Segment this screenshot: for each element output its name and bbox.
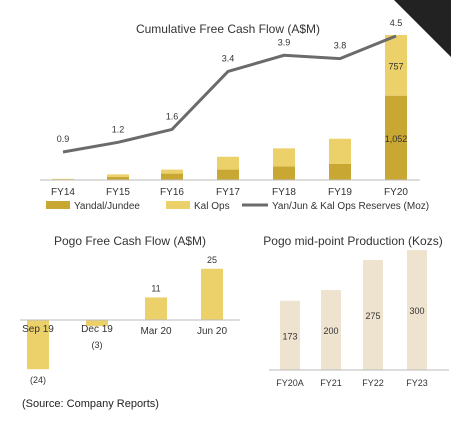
pogo-fcf-bar — [27, 320, 49, 370]
reserves-point-label: 0.9 — [57, 134, 70, 144]
reserves-line — [62, 34, 397, 154]
x-tick-label: FY18 — [272, 187, 296, 198]
pogo-fcf-value-label: 25 — [207, 255, 217, 265]
legend-label-kalops: Kal Ops — [194, 201, 230, 212]
reserves-point-label: 3.4 — [222, 53, 235, 63]
x-tick-label: FY16 — [160, 187, 184, 198]
reserves-point-label: 1.2 — [112, 124, 125, 134]
pogo-fcf-bar — [145, 297, 167, 320]
x-tick-label: FY21 — [320, 378, 342, 388]
source-note: (Source: Company Reports) — [22, 398, 159, 410]
x-tick-label: FY20A — [276, 378, 304, 388]
pogo-production-bar — [363, 260, 383, 370]
x-tick-label: Jun 20 — [197, 326, 227, 337]
corner-fold-icon — [394, 0, 451, 57]
pogo-production-bar — [407, 250, 427, 370]
x-tick-label: FY19 — [328, 187, 352, 198]
pogo-production-value-label: 300 — [409, 306, 424, 316]
bar-yandal-fy20 — [385, 95, 407, 180]
pogo-production-value-label: 173 — [282, 331, 297, 341]
pogo-fcf-value-label: (3) — [92, 340, 103, 350]
chart1-legend: Yandal/Jundee Kal Ops Yan/Jun & Kal Ops … — [46, 201, 429, 212]
pogo-fcf-bar — [201, 268, 223, 320]
reserves-point-label: 3.8 — [334, 41, 347, 51]
x-tick-label: FY22 — [362, 378, 384, 388]
legend-label-reserves: Yan/Jun & Kal Ops Reserves (Moz) — [272, 201, 429, 212]
bar-yandal-fy16 — [161, 173, 183, 180]
x-tick-label: Mar 20 — [140, 326, 172, 337]
pogo-production-bar — [321, 290, 341, 370]
bar-kalops-fy16 — [161, 169, 183, 174]
bar-yandal-fy18 — [273, 166, 295, 180]
bar-kalops-fy15 — [107, 174, 129, 177]
reserves-point-label: 3.9 — [278, 37, 291, 47]
reserves-point-label: 4.5 — [390, 18, 403, 28]
reserves-point-label: 1.6 — [166, 111, 179, 121]
legend-label-yandal: Yandal/Jundee — [74, 201, 140, 212]
chart2-title: Pogo Free Cash Flow (A$M) — [54, 234, 206, 248]
bar-kalops-fy14 — [52, 178, 74, 180]
x-tick-label: FY15 — [106, 187, 130, 198]
bar-yandal-fy15 — [107, 176, 129, 180]
bar-label-fy20-yandal: 1,052 — [385, 134, 408, 144]
x-tick-label: FY20 — [384, 187, 408, 198]
x-tick-label: FY23 — [406, 378, 428, 388]
x-tick-label: FY17 — [216, 187, 240, 198]
pogo-fcf-bar — [86, 320, 108, 327]
pogo-fcf-value-label: (24) — [30, 375, 46, 385]
pogo-production-value-label: 275 — [365, 311, 380, 321]
pogo-production-chart: Pogo mid-point Production (Kozs) 173 200 2… — [263, 234, 449, 388]
legend-swatch-yandal — [46, 201, 70, 209]
cumulative-fcf-chart: Cumulative Free Cash Flow (A$M) 1,052 757… — [40, 0, 451, 212]
bar-kalops-fy19 — [329, 138, 351, 164]
bar-yandal-fy19 — [329, 163, 351, 180]
chart1-title: Cumulative Free Cash Flow (A$M) — [136, 22, 320, 36]
pogo-production-bar — [280, 300, 300, 370]
bar-yandal-fy17 — [217, 169, 239, 180]
bar-kalops-fy17 — [217, 156, 239, 170]
x-tick-label: Dec 19 — [81, 324, 113, 335]
x-tick-label: Sep 19 — [22, 324, 54, 335]
pogo-fcf-chart: Pogo Free Cash Flow (A$M) Sep 19 (24) Dec … — [20, 234, 240, 385]
bar-label-fy20-kalops: 757 — [388, 61, 403, 71]
chart3-title: Pogo mid-point Production (Kozs) — [263, 234, 442, 248]
pogo-fcf-value-label: 11 — [151, 283, 160, 293]
pogo-production-value-label: 200 — [323, 326, 338, 336]
x-tick-label: FY14 — [51, 187, 75, 198]
legend-swatch-kalops — [166, 201, 190, 209]
bar-kalops-fy20 — [385, 35, 407, 96]
bar-kalops-fy18 — [273, 148, 295, 167]
